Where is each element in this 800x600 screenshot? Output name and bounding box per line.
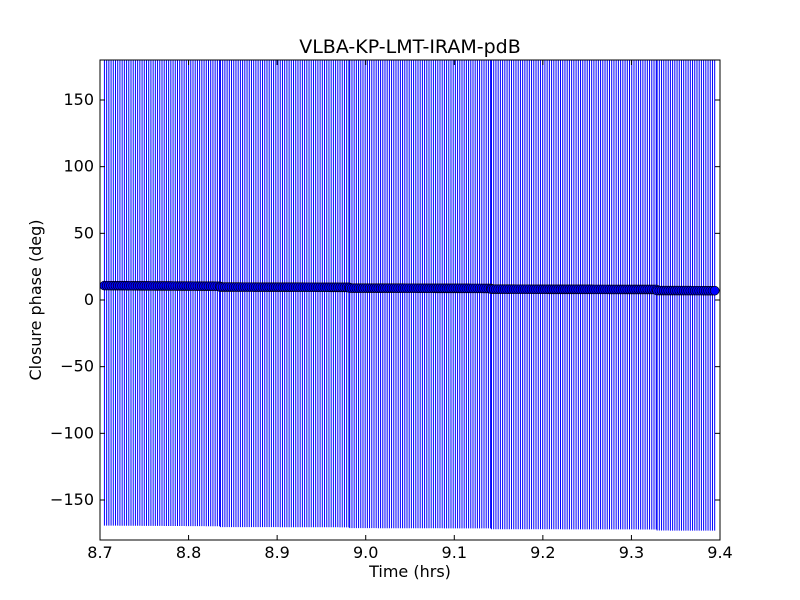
error-bars [103, 60, 716, 531]
y-axis-ticks: −150 −100 −50 0 50 100 150 [50, 90, 720, 509]
x-tick-label: 8.8 [176, 543, 201, 562]
y-tick-label: −100 [50, 423, 94, 442]
data-point [709, 285, 720, 296]
x-tick-label: 9.1 [442, 543, 467, 562]
x-tick-label: 8.9 [264, 543, 289, 562]
y-tick-label: 0 [84, 290, 94, 309]
x-tick-label: 8.7 [87, 543, 112, 562]
y-tick-label: 150 [63, 90, 94, 109]
data-markers [99, 280, 720, 296]
x-axis-label: Time (hrs) [368, 562, 451, 581]
y-tick-label: −50 [60, 357, 94, 376]
y-tick-label: 50 [74, 223, 94, 242]
y-tick-label: −150 [50, 490, 94, 509]
x-axis-ticks: 8.7 8.8 8.9 9.0 9.1 9.2 9.3 9.4 [87, 60, 733, 562]
x-tick-label: 9.2 [530, 543, 555, 562]
x-tick-label: 9.3 [619, 543, 644, 562]
chart-title: VLBA-KP-LMT-IRAM-pdB [299, 36, 521, 58]
y-tick-label: 100 [63, 157, 94, 176]
x-tick-label: 9.4 [707, 543, 732, 562]
x-tick-label: 9.0 [353, 543, 378, 562]
y-axis-label: Closure phase (deg) [26, 219, 45, 380]
